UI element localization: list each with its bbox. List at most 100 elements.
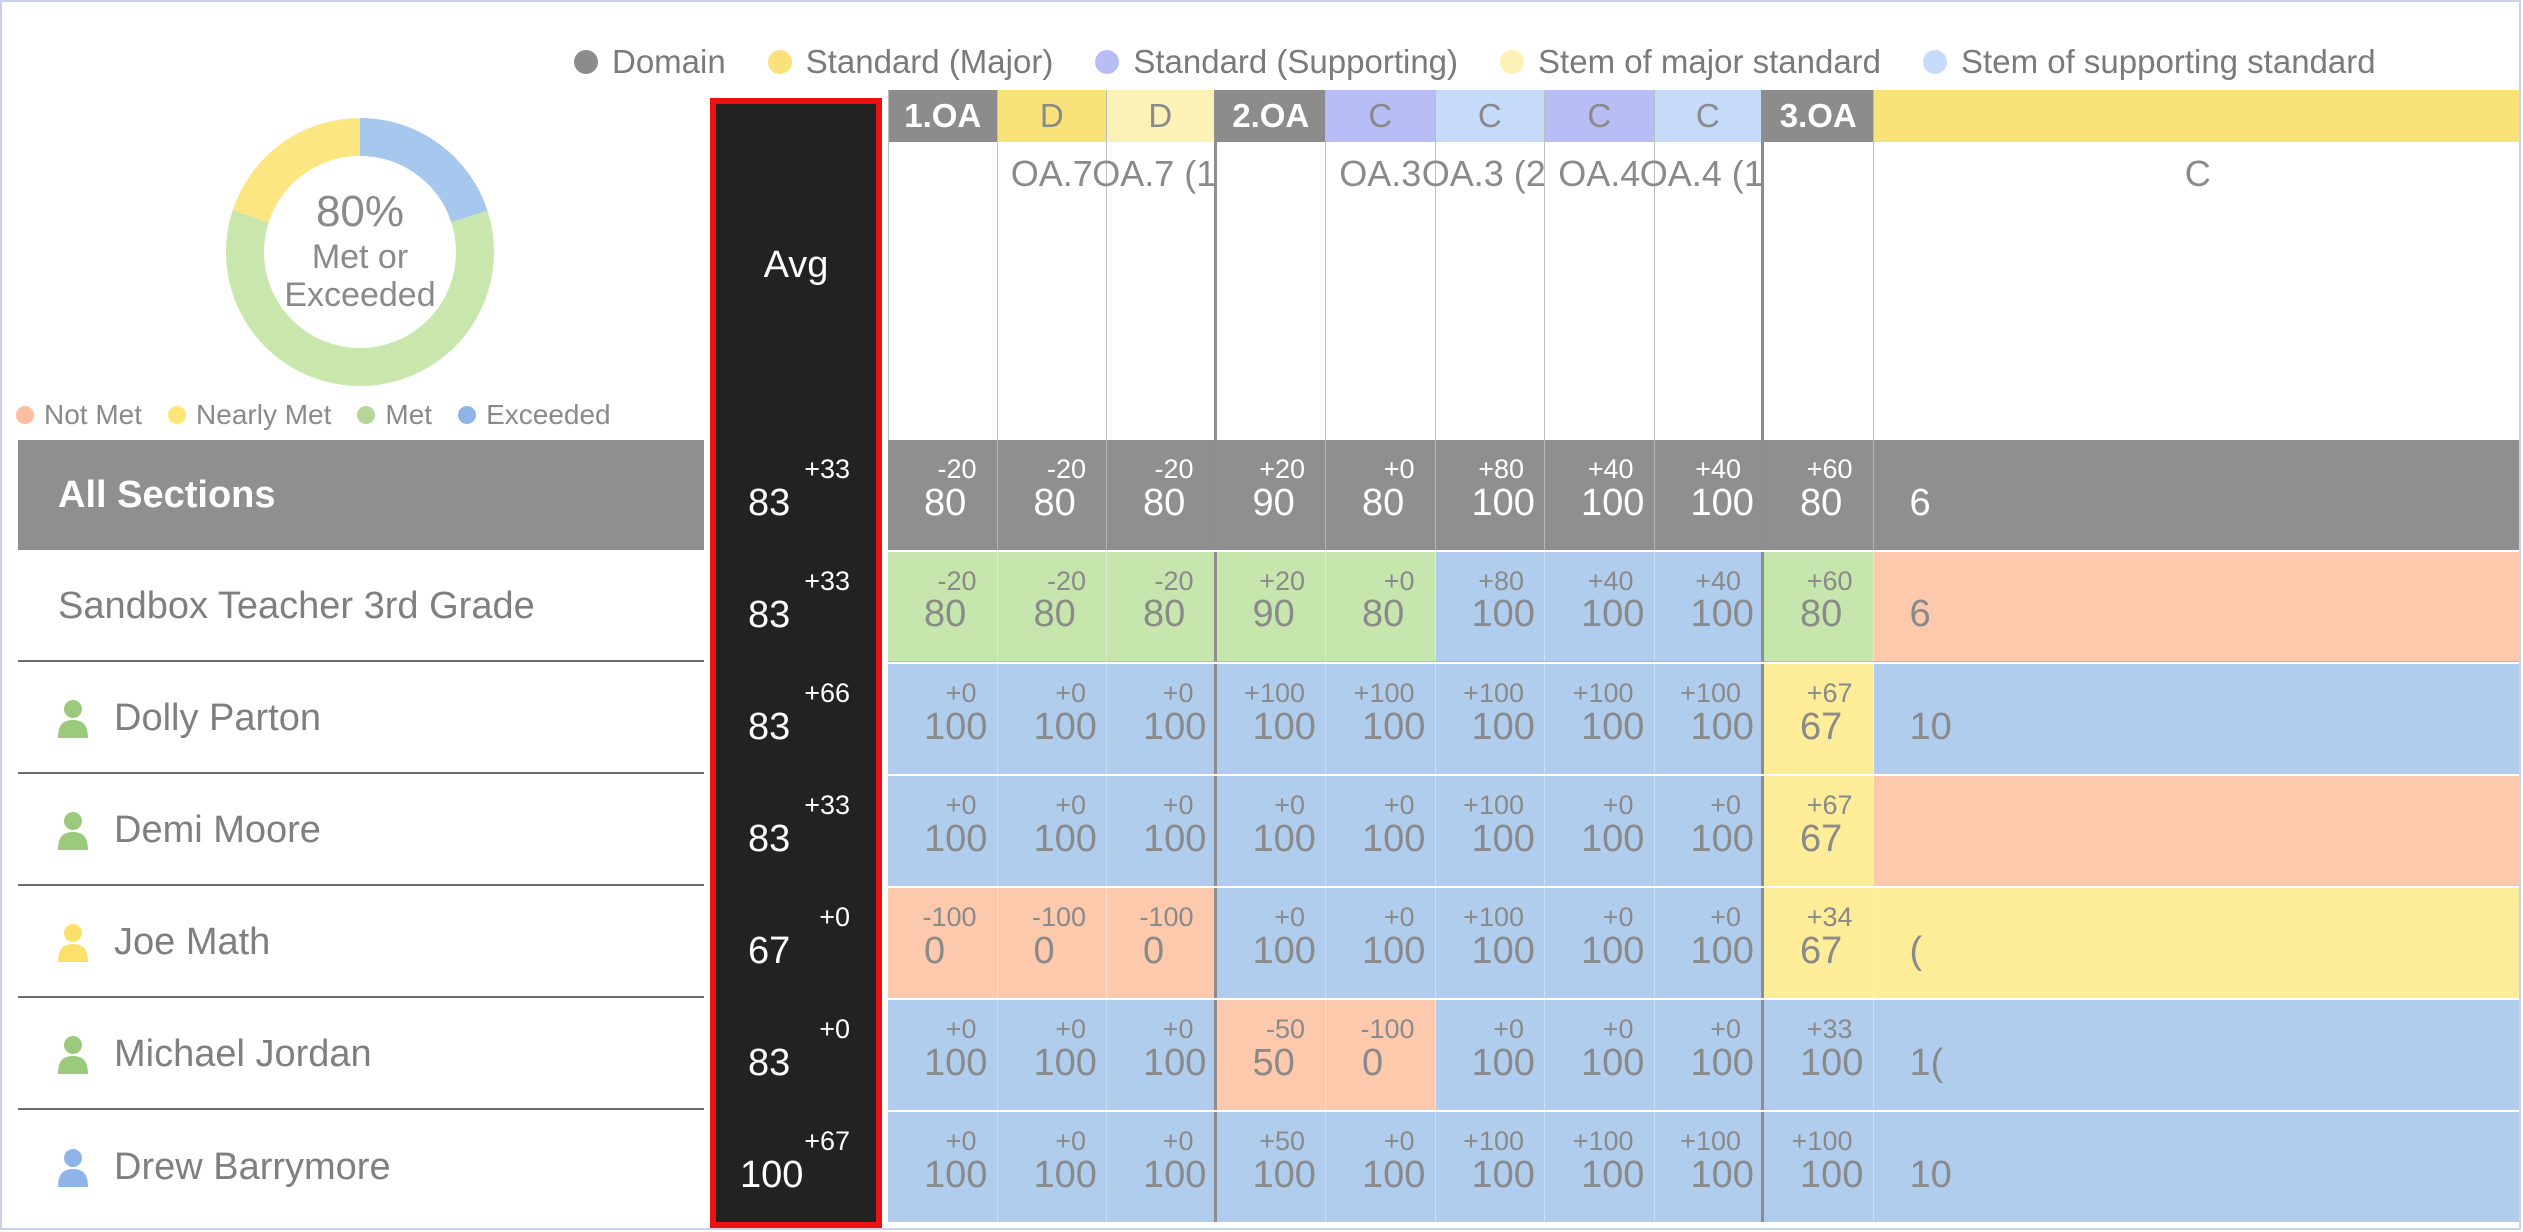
score-cell[interactable]: 80 -20 bbox=[1107, 552, 1217, 662]
score-delta: +0 bbox=[1055, 678, 1086, 708]
score-cell[interactable]: 0 -100 bbox=[888, 888, 998, 998]
score-cell[interactable]: 100 +0 bbox=[1326, 776, 1436, 886]
score-cell[interactable]: 0 -100 bbox=[1326, 1000, 1436, 1110]
score-cell[interactable]: 100 +0 bbox=[1545, 888, 1655, 998]
score-cell[interactable]: 100 +100 bbox=[1545, 1112, 1655, 1222]
score-cell[interactable]: 100 +0 bbox=[1435, 1000, 1545, 1110]
score-cell[interactable]: 100 +40 bbox=[1654, 552, 1764, 662]
row-label[interactable]: All Sections bbox=[18, 440, 704, 550]
score-value: 100 bbox=[1581, 593, 1645, 635]
score-cell[interactable]: 100 +33 bbox=[1764, 1000, 1874, 1110]
donut-segment-met[interactable] bbox=[226, 118, 494, 386]
score-cell[interactable]: 100 +0 bbox=[1107, 776, 1217, 886]
score-cell[interactable]: 6 bbox=[1873, 440, 2519, 550]
score-cell[interactable]: 100 +0 bbox=[997, 1000, 1107, 1110]
score-cell[interactable]: 1( bbox=[1873, 1000, 2519, 1110]
score-cell[interactable]: 100 +100 bbox=[1654, 1112, 1764, 1222]
column-header[interactable]: D OA.7 (1) bbox=[1092, 90, 1228, 440]
score-cell[interactable]: 80 +0 bbox=[1326, 440, 1436, 550]
score-cell[interactable]: 67 +34 bbox=[1764, 888, 1874, 998]
score-cell[interactable]: 100 +80 bbox=[1435, 440, 1545, 550]
score-cell[interactable]: 100 +0 bbox=[1654, 888, 1764, 998]
score-cell[interactable]: 0 -100 bbox=[997, 888, 1107, 998]
score-cell[interactable]: 80 -20 bbox=[997, 440, 1107, 550]
score-cell[interactable]: 100 +100 bbox=[1545, 664, 1655, 774]
score-cell[interactable]: 100 +0 bbox=[1545, 776, 1655, 886]
score-cell[interactable]: 100 +40 bbox=[1545, 440, 1655, 550]
score-cell[interactable]: 100 +0 bbox=[888, 776, 998, 886]
score-cell[interactable]: 80 -20 bbox=[888, 440, 998, 550]
column-header[interactable]: C OA.4 bbox=[1545, 90, 1655, 440]
score-cell[interactable]: 100 +0 bbox=[1654, 1000, 1764, 1110]
score-cell[interactable]: 100 +0 bbox=[1107, 1000, 1217, 1110]
score-cell[interactable]: 100 +100 bbox=[1435, 776, 1545, 886]
score-cell[interactable]: 6 bbox=[1873, 552, 2519, 662]
column-header[interactable]: 2.OA bbox=[1216, 90, 1326, 440]
student-row[interactable]: Demi Moore 100 +0 100 +0 100 +0 100 +0 100 +0 100 +1… bbox=[18, 776, 2519, 886]
score-cell[interactable]: 100 +0 bbox=[997, 1112, 1107, 1222]
column-header[interactable]: D OA.7 bbox=[997, 90, 1107, 440]
score-cell[interactable]: 100 +0 bbox=[1654, 776, 1764, 886]
score-cell[interactable]: 80 +60 bbox=[1764, 552, 1874, 662]
score-cell[interactable]: 80 -20 bbox=[997, 552, 1107, 662]
column-header[interactable]: C OA.3 bbox=[1326, 90, 1436, 440]
score-cell[interactable]: 100 +0 bbox=[997, 664, 1107, 774]
student-row[interactable]: Michael Jordan 100 +0 100 +0 100 +0 50 -50 0 -100 1… bbox=[18, 1000, 2519, 1110]
row-label[interactable]: Drew Barrymore bbox=[18, 1112, 704, 1222]
score-cell[interactable]: 100 +0 bbox=[1216, 776, 1326, 886]
row-label[interactable]: Demi Moore bbox=[18, 776, 704, 886]
score-cell[interactable]: 80 +0 bbox=[1326, 552, 1436, 662]
column-header[interactable]: C bbox=[1873, 90, 2519, 440]
column-header[interactable]: 1.OA bbox=[888, 90, 998, 440]
score-cell[interactable]: 100 +100 bbox=[1216, 664, 1326, 774]
column-header[interactable]: C OA.3 (2) bbox=[1422, 90, 1558, 440]
score-cell[interactable]: 100 +0 bbox=[888, 1112, 998, 1222]
student-row[interactable]: Joe Math 0 -100 0 -100 0 -100 100 +0 100 +0 100 +100… bbox=[18, 888, 2519, 998]
score-cell[interactable]: 100 +40 bbox=[1654, 440, 1764, 550]
donut-segment-nearly-met[interactable] bbox=[226, 118, 494, 386]
all-sections-row[interactable]: All Sections 80 -20 80 -20 80 -20 90 +20 80 +0 100 +… bbox=[18, 440, 2519, 550]
score-cell[interactable]: 67 +67 bbox=[1764, 776, 1874, 886]
score-cell[interactable]: 100 +80 bbox=[1435, 552, 1545, 662]
score-cell[interactable]: 80 -20 bbox=[888, 552, 998, 662]
score-cell[interactable]: 80 -20 bbox=[1107, 440, 1217, 550]
row-label[interactable]: Joe Math bbox=[18, 888, 704, 998]
score-cell[interactable]: 100 +100 bbox=[1435, 664, 1545, 774]
row-label[interactable]: Dolly Parton bbox=[18, 664, 704, 774]
score-cell[interactable]: 100 +100 bbox=[1435, 1112, 1545, 1222]
student-row[interactable]: Drew Barrymore 100 +0 100 +0 100 +0 100 +50 100 +0… bbox=[18, 1112, 2519, 1222]
student-row[interactable]: Dolly Parton 100 +0 100 +0 100 +0 100 +100 100 +10… bbox=[18, 664, 2519, 774]
score-cell[interactable]: 10 bbox=[1873, 664, 2519, 774]
score-cell[interactable]: 90 +20 bbox=[1216, 552, 1326, 662]
score-cell[interactable]: 100 +40 bbox=[1545, 552, 1655, 662]
score-cell[interactable]: 90 +20 bbox=[1216, 440, 1326, 550]
score-cell[interactable]: 100 +0 bbox=[1326, 1112, 1436, 1222]
column-header[interactable]: C OA.4 (1) bbox=[1640, 90, 1776, 440]
score-cell[interactable]: 100 +0 bbox=[888, 664, 998, 774]
score-cell[interactable]: 100 +0 bbox=[1326, 888, 1436, 998]
score-cell[interactable]: 100 +100 bbox=[1326, 664, 1436, 774]
score-cell[interactable] bbox=[1873, 776, 2519, 886]
row-label[interactable]: Michael Jordan bbox=[18, 1000, 704, 1110]
score-value: 100 bbox=[1033, 706, 1097, 748]
score-cell[interactable]: 100 +100 bbox=[1654, 664, 1764, 774]
score-cell[interactable]: 80 +60 bbox=[1764, 440, 1874, 550]
score-cell[interactable]: 10 bbox=[1873, 1112, 2519, 1222]
score-cell[interactable]: 100 +0 bbox=[1107, 664, 1217, 774]
score-cell[interactable]: 100 +0 bbox=[997, 776, 1107, 886]
score-cell[interactable]: 67 +67 bbox=[1764, 664, 1874, 774]
score-cell[interactable]: 0 -100 bbox=[1107, 888, 1217, 998]
score-cell[interactable]: 100 +0 bbox=[1107, 1112, 1217, 1222]
section-row[interactable]: Sandbox Teacher 3rd Grade 80 -20 80 -20 80 -20… bbox=[18, 552, 2519, 662]
column-header[interactable]: 3.OA bbox=[1764, 90, 1874, 440]
score-cell[interactable]: ( bbox=[1873, 888, 2519, 998]
score-cell[interactable]: 100 +0 bbox=[1545, 1000, 1655, 1110]
score-cell[interactable]: 100 +100 bbox=[1764, 1112, 1874, 1222]
score-cell[interactable]: 100 +100 bbox=[1435, 888, 1545, 998]
row-label[interactable]: Sandbox Teacher 3rd Grade bbox=[18, 552, 704, 662]
score-cell[interactable]: 100 +50 bbox=[1216, 1112, 1326, 1222]
score-cell[interactable]: 50 -50 bbox=[1216, 1000, 1326, 1110]
score-cell[interactable]: 100 +0 bbox=[1216, 888, 1326, 998]
avg-column[interactable]: Avg 83 +33 83 +33 83 +66 83 +33 67 +0 83 +0 100 +67 bbox=[710, 98, 882, 1228]
score-cell[interactable]: 100 +0 bbox=[888, 1000, 998, 1110]
